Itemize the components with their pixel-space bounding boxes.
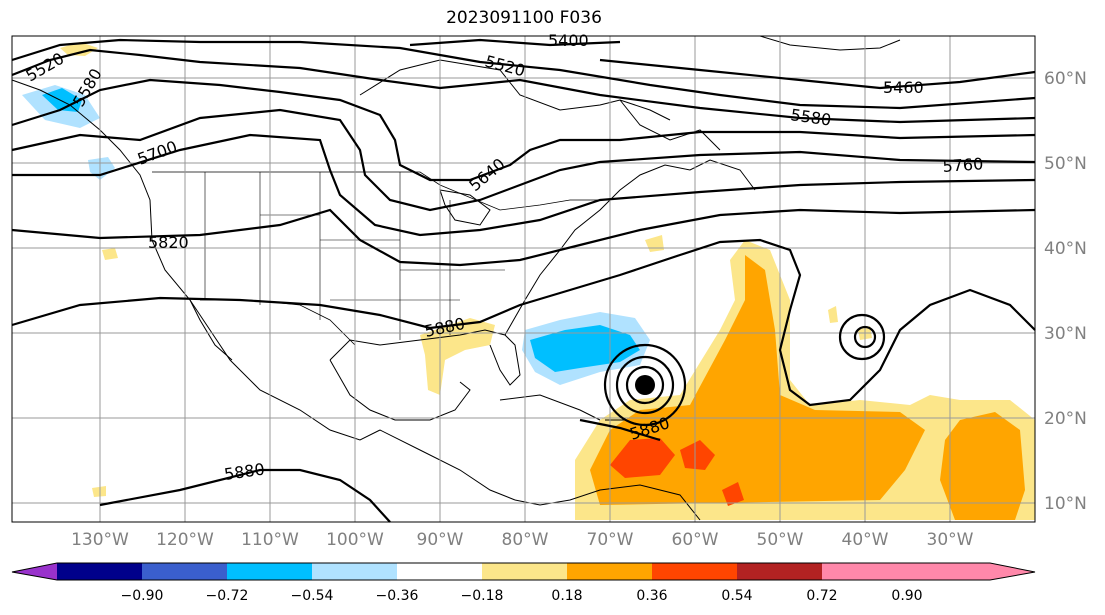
- contour-5880-loop: [579, 418, 661, 442]
- height-contours: [11, 38, 1036, 523]
- lon-label: 60°W: [672, 530, 719, 550]
- great-lakes: [439, 189, 491, 226]
- cuba: [499, 394, 601, 421]
- colorbar-extend-low: [12, 563, 57, 580]
- contour-label: 5820: [148, 233, 189, 252]
- contour-label: 5760: [942, 154, 984, 176]
- lon-label: 40°W: [842, 530, 889, 550]
- contour-5580: [11, 48, 1036, 124]
- lat-label: 60°N: [1044, 69, 1087, 89]
- us-canada-border: [152, 171, 600, 211]
- latitude-labels: 60°N 50°N 40°N 30°N 20°N 10°N: [1044, 69, 1087, 514]
- colorbar: −0.90 −0.72 −0.54 −0.36 −0.18 0.18 0.36 …: [11, 562, 1036, 604]
- hurricane-center: [635, 375, 655, 395]
- contour-5400: [409, 38, 621, 47]
- shaded-anomaly-areas: [22, 42, 1035, 520]
- low-ring-inner: [853, 325, 877, 349]
- colorbar-tick-label: 0.36: [636, 588, 667, 604]
- colorbar-segment: [822, 563, 907, 580]
- contour-5880-south: [99, 468, 391, 523]
- positive-anomaly-small-3: [92, 486, 106, 497]
- low-ring-outer: [838, 313, 886, 361]
- contour-label: 5400: [548, 31, 589, 50]
- lat-label: 50°N: [1044, 154, 1087, 174]
- positive-anomaly-medium-east: [940, 412, 1025, 520]
- contour-5760: [12, 133, 1036, 237]
- contour-5520: [11, 38, 1036, 110]
- colorbar-tick-label: −0.90: [121, 588, 164, 604]
- lon-label: 80°W: [502, 530, 549, 550]
- lon-label: 50°W: [757, 530, 804, 550]
- positive-anomaly-small-1: [60, 42, 98, 56]
- contour-5640: [11, 78, 1036, 182]
- lat-label: 30°N: [1044, 324, 1087, 344]
- map-title: 2023091100 F036: [446, 8, 602, 28]
- hurricane-ring-mid: [615, 355, 675, 415]
- negative-anomaly-nw-medium: [42, 88, 82, 112]
- colorbar-segment: [652, 563, 737, 580]
- contour-label: 5460: [883, 78, 924, 97]
- positive-anomaly-small-2: [102, 248, 118, 260]
- hudson-bay: [359, 59, 671, 121]
- positive-anomaly-strong-2: [680, 440, 715, 470]
- lat-label: 10°N: [1044, 494, 1087, 514]
- graticule: [12, 36, 1035, 522]
- lon-label: 70°W: [587, 530, 634, 550]
- colorbar-tick-label: −0.36: [376, 588, 419, 604]
- contour-5820: [11, 208, 1036, 267]
- colorbar-tick-label: 0.72: [806, 588, 837, 604]
- positive-anomaly-medium: [590, 255, 925, 505]
- colorbar-segment: [142, 563, 227, 580]
- colorbar-extend-high: [907, 563, 1035, 580]
- colorbar-outline: [11, 562, 1036, 581]
- colorbar-tick-label: 0.54: [721, 588, 752, 604]
- lon-label: 30°W: [927, 530, 974, 550]
- colorbar-tick-label: −0.72: [206, 588, 249, 604]
- contour-5700: [11, 108, 1036, 212]
- positive-anomaly-strong-3: [722, 482, 744, 506]
- contour-5880-north: [11, 238, 1036, 407]
- colorbar-segment: [57, 563, 142, 580]
- lat-label: 40°N: [1044, 239, 1087, 259]
- east-coast: [504, 159, 756, 336]
- colorbar-segment: [737, 563, 822, 580]
- colorbar-tick-label: 0.90: [891, 588, 922, 604]
- central-america: [379, 429, 516, 501]
- lon-label: 100°W: [326, 530, 384, 550]
- colorbar-segment: [567, 563, 652, 580]
- colorbar-segment: [312, 563, 397, 580]
- colorbar-segment: [482, 563, 567, 580]
- longitude-labels: 130°W 120°W 110°W 100°W 90°W 80°W 70°W 6…: [71, 530, 974, 550]
- coastlines: [11, 35, 901, 521]
- colorbar-segment: [227, 563, 312, 580]
- lon-label: 120°W: [156, 530, 214, 550]
- map-frame: [11, 35, 1036, 523]
- hurricane-ring-inner: [625, 365, 665, 405]
- colorbar-tick-label: −0.18: [461, 588, 504, 604]
- colorbar-tick-label: −0.54: [291, 588, 334, 604]
- contour-5460: [599, 58, 1036, 90]
- lon-label: 110°W: [241, 530, 299, 550]
- positive-anomaly-small-5: [828, 306, 838, 323]
- lon-label: 90°W: [417, 530, 464, 550]
- south-america: [514, 484, 701, 521]
- lon-label: 130°W: [71, 530, 129, 550]
- colorbar-tick-label: 0.18: [551, 588, 582, 604]
- hurricane-ring-outer: [603, 343, 687, 427]
- mexico-gulf-coast: [329, 359, 471, 421]
- lat-label: 20°N: [1044, 409, 1087, 429]
- colorbar-ticks: −0.90 −0.72 −0.54 −0.36 −0.18 0.18 0.36 …: [121, 588, 923, 604]
- colorbar-segment: [397, 563, 482, 580]
- labrador: [619, 99, 721, 151]
- positive-anomaly-strong-1: [610, 438, 675, 478]
- na-west-coast: [11, 79, 381, 441]
